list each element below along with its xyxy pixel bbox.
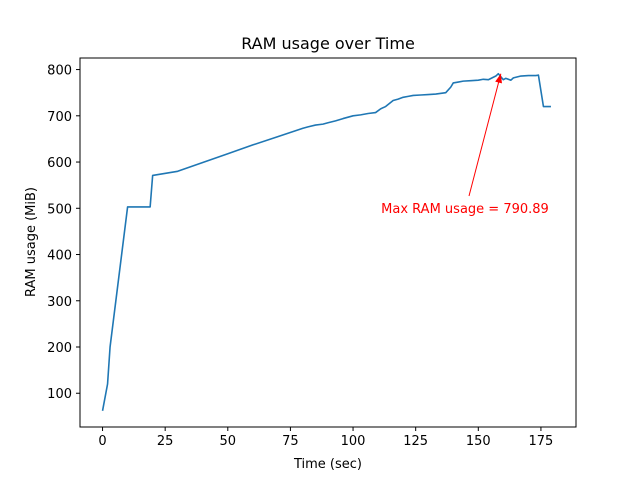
chart-title: RAM usage over Time	[241, 34, 415, 53]
y-tick-label: 800	[47, 64, 72, 79]
y-tick-label: 600	[47, 156, 72, 171]
y-tick-label: 100	[47, 387, 72, 402]
plot-layer	[101, 72, 551, 411]
x-tick-label: 25	[157, 434, 174, 449]
y-tick-label: 500	[47, 202, 72, 217]
x-tick-label: 50	[220, 434, 237, 449]
annotation-layer: Max RAM usage = 790.89	[381, 73, 549, 217]
y-tick-label: 300	[47, 295, 72, 310]
ticks-layer: 0 25 50 75 100 125 150 175 100 200 300 400 500 600 700…	[47, 64, 553, 449]
x-tick-label: 125	[403, 434, 428, 449]
x-axis-label: Time (sec)	[293, 457, 362, 472]
y-tick-label: 200	[47, 341, 72, 356]
max-annotation-arrowhead	[495, 73, 502, 84]
y-tick-label: 400	[47, 249, 72, 264]
y-axis-label: RAM usage (MiB)	[24, 187, 39, 297]
plot-frame	[79, 57, 577, 428]
x-tick-label: 150	[466, 434, 491, 449]
x-tick-label: 75	[282, 434, 299, 449]
y-tick-label: 700	[47, 110, 72, 125]
x-tick-label: 0	[98, 434, 106, 449]
x-tick-label: 100	[341, 434, 366, 449]
ram-usage-line	[101, 72, 551, 411]
x-tick-label: 175	[529, 434, 554, 449]
max-annotation-arrow	[468, 73, 502, 197]
max-annotation-label: Max RAM usage = 790.89	[381, 202, 549, 217]
